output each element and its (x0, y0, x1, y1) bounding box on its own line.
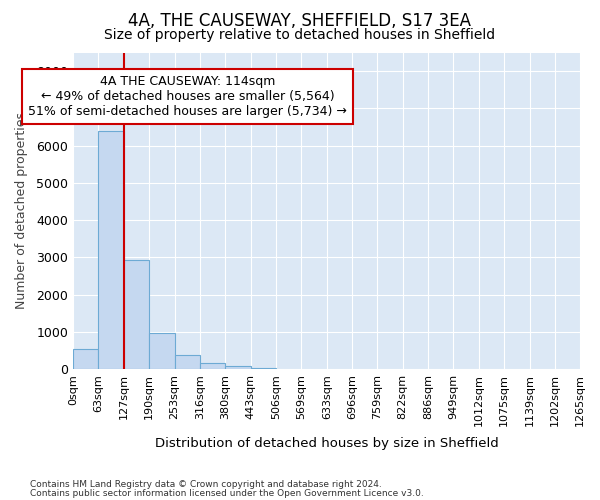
Bar (200, 363, 226, 369)
Text: 4A THE CAUSEWAY: 114sqm
← 49% of detached houses are smaller (5,564)
51% of semi: 4A THE CAUSEWAY: 114sqm ← 49% of detache… (28, 75, 347, 118)
Bar (226, 366, 251, 369)
Y-axis label: Number of detached properties: Number of detached properties (15, 112, 28, 310)
Bar (251, 368, 276, 369)
Bar (149, 333, 175, 369)
Text: Contains HM Land Registry data © Crown copyright and database right 2024.: Contains HM Land Registry data © Crown c… (30, 480, 382, 489)
Text: Contains public sector information licensed under the Open Government Licence v3: Contains public sector information licen… (30, 490, 424, 498)
Bar (73, 348, 98, 369)
Bar (124, 260, 149, 369)
Text: Size of property relative to detached houses in Sheffield: Size of property relative to detached ho… (104, 28, 496, 42)
Bar (98, 130, 124, 369)
Bar (175, 355, 200, 369)
Text: 4A, THE CAUSEWAY, SHEFFIELD, S17 3EA: 4A, THE CAUSEWAY, SHEFFIELD, S17 3EA (128, 12, 472, 30)
X-axis label: Distribution of detached houses by size in Sheffield: Distribution of detached houses by size … (155, 437, 499, 450)
